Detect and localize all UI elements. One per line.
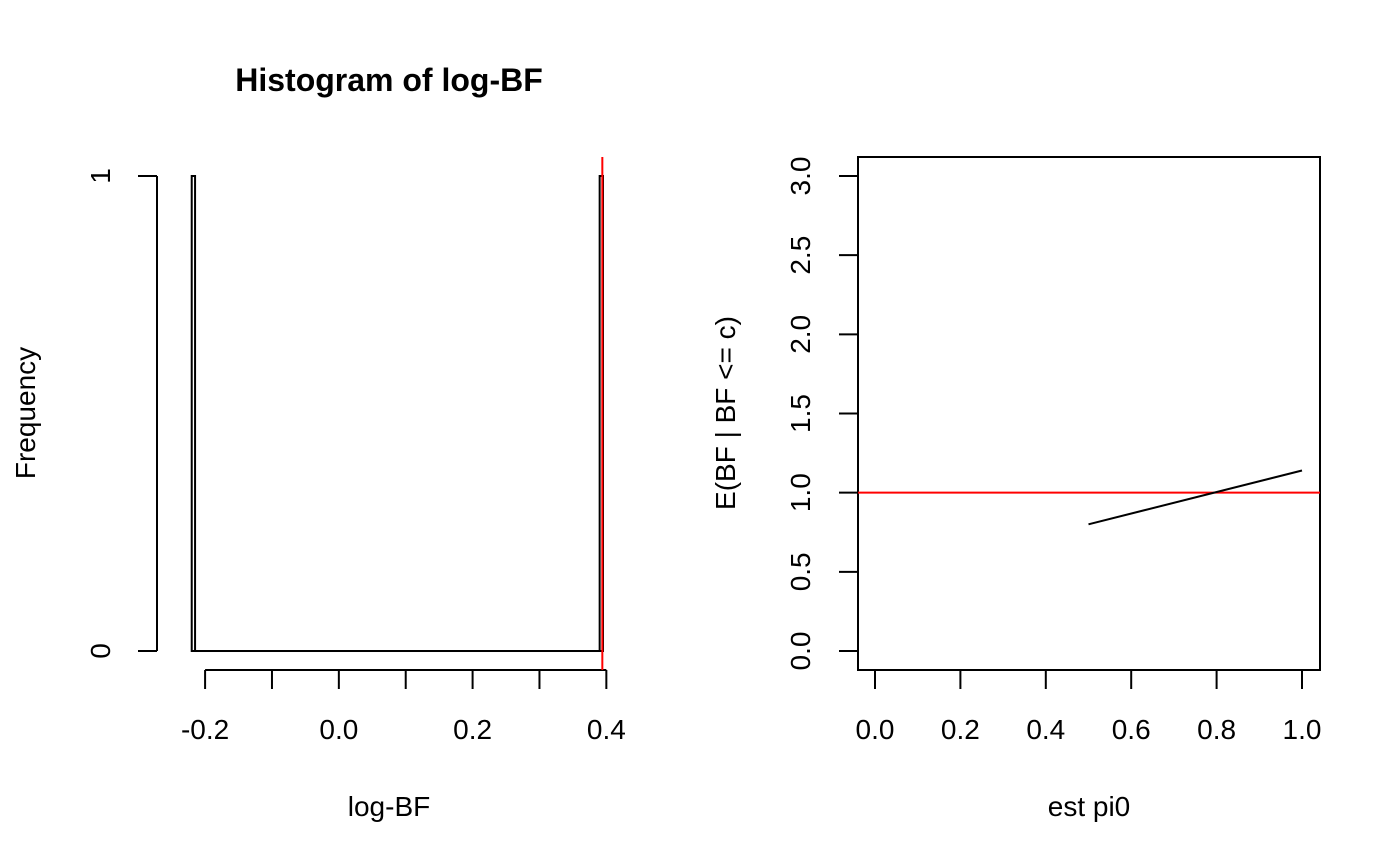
line-x-tick-label: 0.8 xyxy=(1197,714,1236,745)
line-series-path xyxy=(1088,469,1303,526)
histogram-y-axis: 01 xyxy=(85,168,158,659)
histogram-bar xyxy=(190,175,197,652)
line-y-tick-label: 2.5 xyxy=(785,236,816,275)
line-y-tick-label: 2.0 xyxy=(785,315,816,354)
line-x-axis: 0.0 0.2 0.4 0.6 0.8 1.0 xyxy=(856,669,1322,745)
line-panel: 0.0 0.2 0.4 0.6 0.8 1.0 0.0 0.5 1.0 1.5 2.0 2.5 3.0… xyxy=(710,156,1322,822)
histogram-y-tick-label: 0 xyxy=(85,643,116,659)
histogram-x-label: log-BF xyxy=(348,791,430,822)
line-x-tick-label: 0.2 xyxy=(941,714,980,745)
line-x-label: est pi0 xyxy=(1048,791,1131,822)
line-plot-box xyxy=(857,156,1321,671)
line-y-axis: 0.0 0.5 1.0 1.5 2.0 2.5 3.0 xyxy=(785,157,859,671)
histogram-bars xyxy=(190,175,604,653)
histogram-x-tick-label: 0.4 xyxy=(587,714,626,745)
histogram-y-tick-label: 1 xyxy=(85,168,116,184)
line-y-tick-label: 3.0 xyxy=(785,157,816,196)
line-x-tick-label: 0.0 xyxy=(856,714,895,745)
histogram-y-label: Frequency xyxy=(10,347,41,479)
histogram-x-axis: -0.2 0.0 0.2 0.4 xyxy=(181,669,626,745)
line-y-tick-label: 1.5 xyxy=(785,394,816,433)
line-y-label: E(BF | BF <= c) xyxy=(710,316,741,510)
histogram-panel: Histogram of log-BF -0.2 0.0 0.2 0.4 01 log… xyxy=(10,62,626,822)
histogram-x-tick-label: 0.2 xyxy=(453,714,492,745)
line-x-tick-label: 1.0 xyxy=(1283,714,1322,745)
line-x-tick-label: 0.4 xyxy=(1026,714,1065,745)
histogram-x-tick-label: 0.0 xyxy=(319,714,358,745)
histogram-x-tick-label: -0.2 xyxy=(181,714,229,745)
line-y-tick-label: 0.0 xyxy=(785,632,816,671)
line-y-tick-label: 1.0 xyxy=(785,473,816,512)
histogram-title: Histogram of log-BF xyxy=(235,62,543,98)
line-series xyxy=(1088,469,1303,526)
line-y-tick-label: 0.5 xyxy=(785,552,816,591)
line-x-tick-label: 0.6 xyxy=(1112,714,1151,745)
